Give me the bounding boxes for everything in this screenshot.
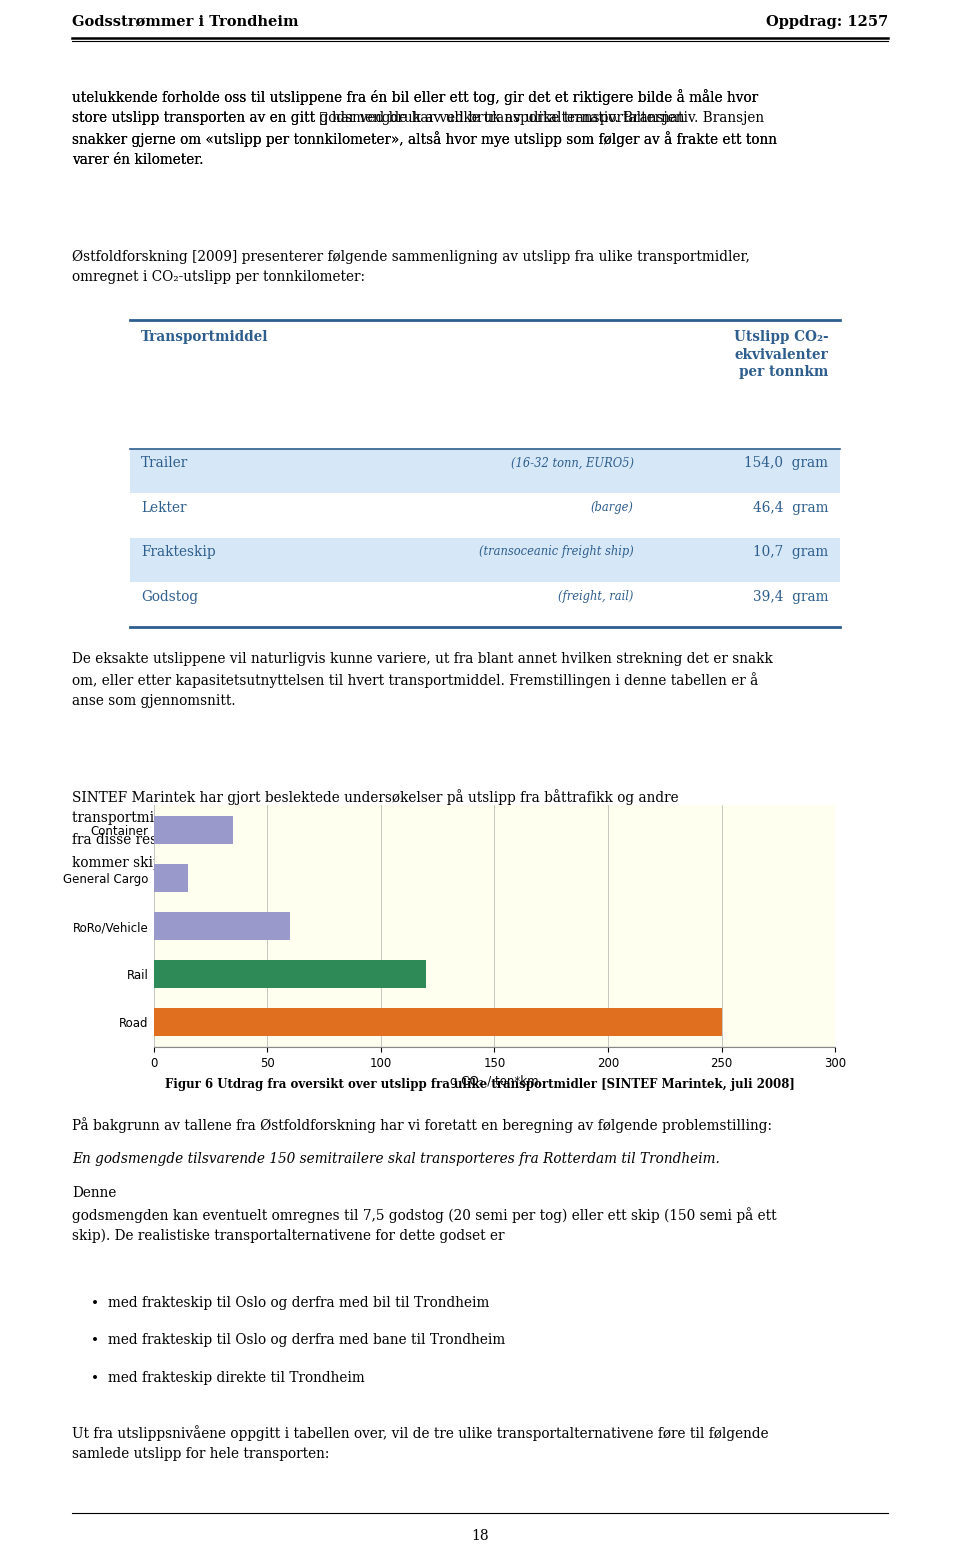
Bar [130,538,840,581]
Text: Denne
godsmengden kan eventuelt omregnes til 7,5 godstog (20 semi per tog) eller: Denne godsmengden kan eventuelt omregnes… [72,1186,777,1243]
Bar [154,1008,722,1036]
Bar [154,960,426,988]
Text: Utslipp CO₂-
ekvivalenter
per tonnkm: Utslipp CO₂- ekvivalenter per tonnkm [733,330,828,380]
Text: 10,7  gram: 10,7 gram [754,545,828,560]
Text: Godstog: Godstog [141,589,199,603]
Bar [130,492,840,538]
Text: De eksakte utslippene vil naturligvis kunne variere, ut fra blant annet hvilken : De eksakte utslippene vil naturligvis ku… [72,652,773,708]
Text: (freight, rail): (freight, rail) [558,589,634,603]
Text: med frakteskip til Oslo og derfra med bil til Trondheim: med frakteskip til Oslo og derfra med bi… [108,1296,490,1310]
Text: En godsmengde tilsvarende 150 semitrailere skal transporteres fra Rotterdam til : En godsmengde tilsvarende 150 semitraile… [72,1152,720,1166]
Text: utelukkende forholde oss til utslippene fra én bil eller ett tog, gir det et rik: utelukkende forholde oss til utslippene … [72,89,777,167]
Text: •: • [91,1333,99,1347]
Text: 18: 18 [471,1529,489,1543]
Text: (barge): (barge) [590,500,634,514]
Text: med frakteskip direkte til Trondheim: med frakteskip direkte til Trondheim [108,1371,365,1385]
Bar [130,320,840,449]
Text: Østfoldforskning [2009] presenterer følgende sammenligning av utslipp fra ulike : Østfoldforskning [2009] presenterer følg… [72,250,750,284]
Text: •: • [91,1371,99,1385]
Bar [154,816,233,844]
Text: Trailer: Trailer [141,456,188,470]
Text: (transoceanic freight ship): (transoceanic freight ship) [479,545,634,558]
Bar [130,581,840,627]
Text: •: • [91,1296,99,1310]
Text: (16-32 tonn, EURO5): (16-32 tonn, EURO5) [511,456,634,469]
Text: 46,4  gram: 46,4 gram [753,500,828,514]
Text: Figur 6 Utdrag fra oversikt over utslipp fra ulike transportmidler [SINTEF Marin: Figur 6 Utdrag fra oversikt over utslipp… [165,1078,795,1091]
X-axis label: g CO₂ / ton*km: g CO₂ / ton*km [450,1075,539,1088]
Text: 39,4  gram: 39,4 gram [753,589,828,603]
Bar [130,449,840,492]
Text: 154,0  gram: 154,0 gram [745,456,828,470]
Text: Oppdrag: 1257: Oppdrag: 1257 [766,16,888,28]
Text: Transportmiddel: Transportmiddel [141,330,269,344]
Text: Godsstrømmer i Trondheim: Godsstrømmer i Trondheim [72,16,299,28]
Text: Ut fra utslippsnivåene oppgitt i tabellen over, vil de tre ulike transportaltern: Ut fra utslippsnivåene oppgitt i tabelle… [72,1425,769,1461]
Text: SINTEF Marintek har gjort beslektede undersøkelser på utslipp fra båttrafikk og : SINTEF Marintek har gjort beslektede und… [72,789,775,871]
Text: Frakteskip: Frakteskip [141,545,216,560]
Text: Lekter: Lekter [141,500,186,514]
Text: med frakteskip til Oslo og derfra med bane til Trondheim: med frakteskip til Oslo og derfra med ba… [108,1333,506,1347]
Bar [154,864,188,892]
Text: utelukkende forholde oss til utslippene fra én bil eller ett tog, gir det et rik: utelukkende forholde oss til utslippene … [72,89,777,167]
Bar [154,913,290,939]
Text: På bakgrunn av tallene fra Østfoldforskning har vi foretatt en beregning av følg: På bakgrunn av tallene fra Østfoldforskn… [72,1118,772,1133]
